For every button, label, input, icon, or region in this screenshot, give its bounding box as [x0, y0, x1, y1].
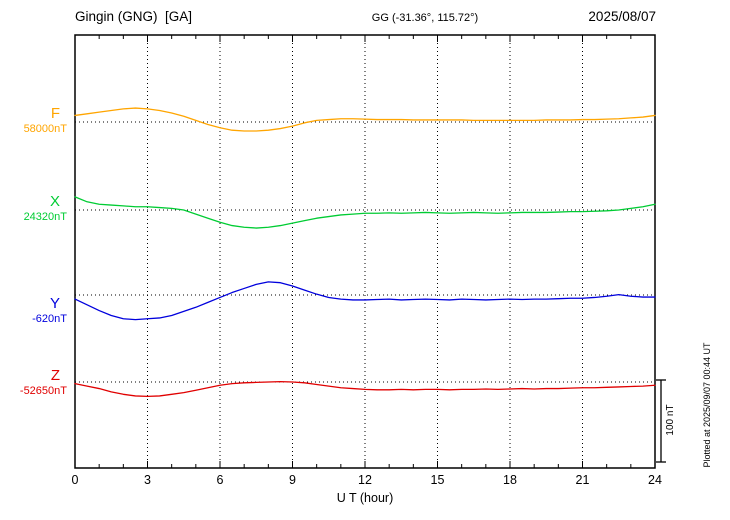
x-tick-label: 12: [358, 473, 372, 487]
scale-bar-label: 100 nT: [665, 404, 676, 436]
series-baseline-value-X: 24320nT: [23, 210, 67, 223]
x-tick-label: 6: [216, 473, 224, 487]
station-title: Gingin (GNG) [GA]: [75, 9, 193, 24]
series-baseline-value-Z: -52650nT: [19, 384, 67, 397]
series-letter-X: X: [49, 193, 60, 210]
x-tick-label: 18: [503, 473, 517, 487]
series-label-X: X 24320nT: [0, 193, 68, 223]
x-tick-label: 21: [575, 473, 590, 487]
series-baseline-value-Y: -620nT: [32, 312, 67, 325]
series-label-Y: Y -620nT: [0, 295, 68, 325]
series-label-Z: Z -52650nT: [0, 367, 68, 397]
x-tick-label: 9: [289, 473, 296, 487]
x-tick-label: 15: [430, 473, 445, 487]
x-tick-label: 0: [71, 473, 79, 487]
plotted-at-note: Plotted at 2025/09/07 00:44 UT: [702, 342, 712, 468]
series-label-F: F 58000nT: [0, 105, 68, 135]
series-letter-F: F: [50, 105, 60, 122]
x-tick-label: 24: [648, 473, 662, 487]
series-baseline-value-F: 58000nT: [23, 122, 67, 135]
observation-date: 2025/08/07: [588, 9, 656, 24]
x-tick-label: 3: [144, 473, 151, 487]
station-coordinates: GG (-31.36°, 115.72°): [371, 12, 479, 24]
series-letter-Y: Y: [49, 295, 60, 312]
x-axis-title: U T (hour): [336, 491, 394, 505]
series-letter-Z: Z: [50, 367, 60, 384]
